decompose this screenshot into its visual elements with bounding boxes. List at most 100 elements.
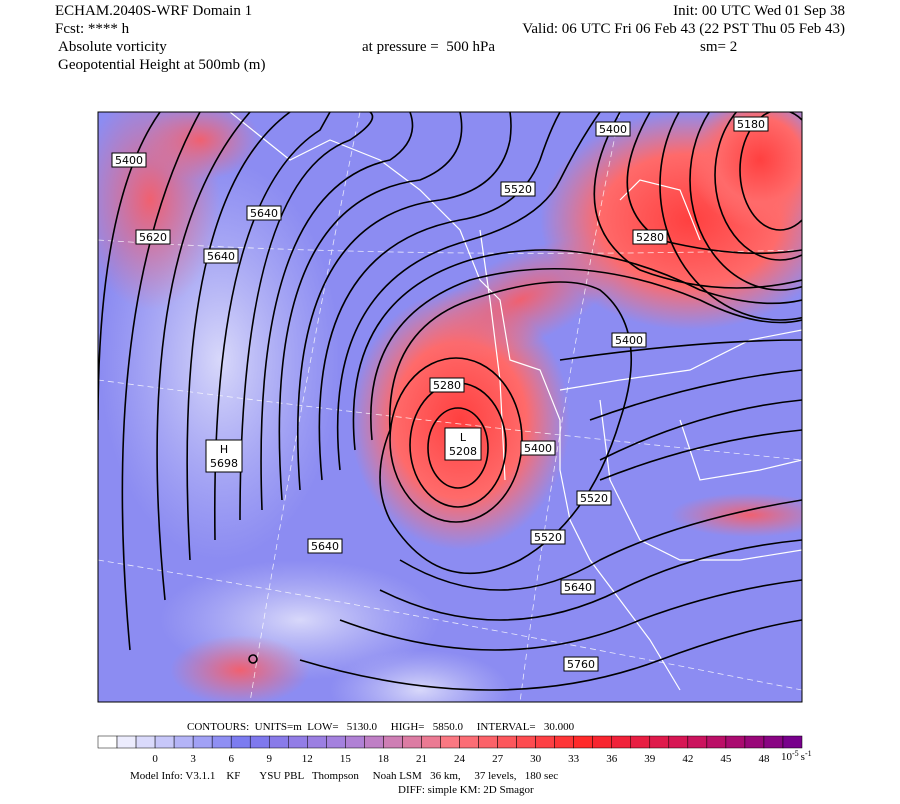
colorbar-box	[173, 735, 194, 749]
colorbar-box	[744, 735, 765, 749]
contour-label: 5400	[615, 334, 643, 347]
contour-label: 5640	[564, 581, 592, 594]
contour-label: 5400	[524, 442, 552, 455]
colorbar-tick-label: 42	[682, 753, 693, 765]
colorbar-box	[192, 735, 213, 749]
colorbar-box	[135, 735, 156, 749]
model-info: Model Info: V3.1.1 KF YSU PBL Thompson N…	[130, 770, 558, 782]
colorbar-box	[592, 735, 612, 749]
high-center-letter: H	[220, 443, 228, 456]
colorbar-tick-label: 6	[228, 753, 234, 765]
colorbar-box	[535, 735, 555, 749]
field-name: Absolute vorticity	[58, 39, 167, 55]
high-center-box	[205, 439, 243, 473]
colorbar-box	[230, 735, 251, 749]
colorbar-tick-label: 3	[190, 753, 196, 765]
colorbar-tick-label: 30	[530, 753, 542, 765]
colorbar-tick-label: 27	[492, 753, 504, 765]
colorbar-tick-label: 48	[758, 753, 770, 765]
contour-label: 5620	[139, 231, 167, 244]
colorbar-box	[421, 735, 441, 749]
contour-label-box	[595, 121, 631, 137]
unit-s: s	[801, 751, 805, 763]
colorbar-box	[611, 735, 632, 749]
colorbar-tick-label: 15	[340, 753, 352, 765]
contour-label-box	[246, 205, 282, 221]
colorbar-box	[516, 735, 536, 749]
contour-label: 5640	[311, 540, 339, 553]
colorbar-box	[573, 735, 593, 749]
colorbar-box	[782, 735, 803, 749]
contour-info: CONTOURS: UNITS=m LOW= 5130.0 HIGH= 5850…	[187, 721, 575, 733]
unit-exp: -5	[792, 749, 799, 758]
contour-label: 5280	[433, 379, 461, 392]
colorbar-box	[630, 735, 651, 749]
colorbar-box	[668, 735, 689, 749]
contour-label-box	[563, 656, 599, 672]
diff-info: DIFF: simple KM: 2D Smagor	[398, 784, 534, 796]
contour-label-box	[530, 529, 566, 545]
contour-label-box	[520, 440, 556, 456]
contour-label: 5180	[737, 118, 765, 131]
map-field	[98, 112, 802, 702]
contour-label-box	[429, 377, 465, 393]
low-center-box	[444, 427, 482, 461]
pressure-level: at pressure = 500 hPa	[362, 39, 495, 55]
colorbar-box	[706, 735, 727, 749]
contour-label: 5760	[567, 658, 595, 671]
unit-s-exp: -1	[805, 749, 812, 758]
colorbar-box	[554, 735, 574, 749]
colorbar-tick-label: 21	[416, 753, 427, 765]
colorbar-box	[116, 735, 137, 749]
colorbar-tick-label: 39	[644, 753, 656, 765]
init-time: Init: 00 UTC Wed 01 Sep 38	[673, 3, 845, 19]
colorbar-tick-label: 24	[454, 753, 466, 765]
contour-label-box	[500, 181, 536, 197]
contour-label: 5400	[599, 123, 627, 136]
colorbar-box	[687, 735, 708, 749]
colorbar-box	[345, 735, 365, 749]
colorbar-tick-label: 45	[720, 753, 732, 765]
contour-label: 5520	[504, 183, 532, 196]
contour-label-box	[111, 152, 147, 168]
colorbar-unit: 10-5 s-1	[781, 749, 812, 763]
colorbar-box	[364, 735, 384, 749]
colorbar-box	[288, 735, 308, 749]
contour-label-box	[632, 229, 668, 245]
colorbar-tick-label: 9	[266, 753, 272, 765]
colorbar-box	[725, 735, 746, 749]
valid-time: Valid: 06 UTC Fri 06 Feb 43 (22 PST Thu …	[522, 21, 845, 37]
contour-label-box	[307, 538, 343, 554]
contour-label: 5400	[115, 154, 143, 167]
contour-label: 5520	[534, 531, 562, 544]
colorbar-box	[154, 735, 175, 749]
contour-label-box	[611, 332, 647, 348]
colorbar-box	[97, 735, 118, 749]
unit-base: 10	[781, 751, 793, 763]
colorbar-box	[326, 735, 346, 749]
colorbar-box	[307, 735, 327, 749]
forecast-hour: Fcst: **** h	[55, 21, 130, 37]
colorbar-box	[763, 735, 784, 749]
model-title: ECHAM.2040S-WRF Domain 1	[55, 3, 252, 19]
low-center-value: 5208	[449, 445, 477, 458]
colorbar-tick-label: 0	[152, 753, 158, 765]
contour-label: 5280	[636, 231, 664, 244]
low-center-letter: L	[460, 431, 467, 444]
colorbar-box	[440, 735, 460, 749]
contour-label-box	[576, 490, 612, 506]
colorbar-tick-label: 36	[606, 753, 618, 765]
colorbar-box	[402, 735, 422, 749]
colorbar-box	[383, 735, 403, 749]
colorbar-box	[211, 735, 232, 749]
high-center-value: 5698	[210, 457, 238, 470]
map-frame	[97, 111, 803, 703]
colorbar-box	[268, 735, 289, 749]
field-name: Geopotential Height at 500mb (m)	[58, 57, 265, 73]
colorbar-tick-label: 33	[568, 753, 580, 765]
contour-label: 5640	[250, 207, 278, 220]
smoothing: sm= 2	[700, 39, 737, 55]
colorbar-box	[497, 735, 517, 749]
contour-label-box	[203, 248, 239, 264]
